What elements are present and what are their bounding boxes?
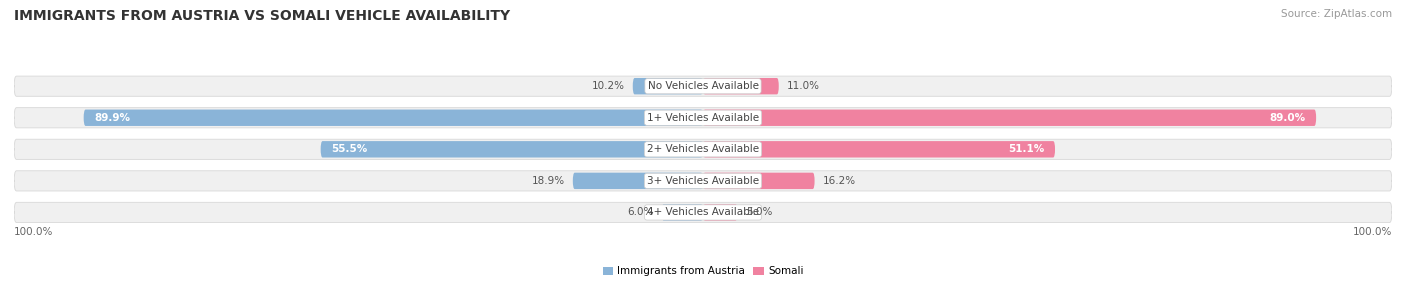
- FancyBboxPatch shape: [633, 78, 703, 94]
- FancyBboxPatch shape: [662, 204, 703, 221]
- Text: 3+ Vehicles Available: 3+ Vehicles Available: [647, 176, 759, 186]
- Text: 100.0%: 100.0%: [1353, 227, 1392, 237]
- FancyBboxPatch shape: [703, 204, 738, 221]
- FancyBboxPatch shape: [703, 141, 1054, 158]
- Text: 10.2%: 10.2%: [592, 81, 624, 91]
- Text: 2+ Vehicles Available: 2+ Vehicles Available: [647, 144, 759, 154]
- FancyBboxPatch shape: [14, 202, 1392, 223]
- Text: 16.2%: 16.2%: [823, 176, 856, 186]
- Text: IMMIGRANTS FROM AUSTRIA VS SOMALI VEHICLE AVAILABILITY: IMMIGRANTS FROM AUSTRIA VS SOMALI VEHICL…: [14, 9, 510, 23]
- Text: Source: ZipAtlas.com: Source: ZipAtlas.com: [1281, 9, 1392, 19]
- FancyBboxPatch shape: [14, 139, 1392, 159]
- FancyBboxPatch shape: [703, 78, 779, 94]
- Text: 11.0%: 11.0%: [787, 81, 820, 91]
- FancyBboxPatch shape: [703, 110, 1316, 126]
- Text: 18.9%: 18.9%: [531, 176, 565, 186]
- FancyBboxPatch shape: [14, 108, 1392, 128]
- FancyBboxPatch shape: [321, 141, 703, 158]
- FancyBboxPatch shape: [14, 171, 1392, 191]
- FancyBboxPatch shape: [83, 110, 703, 126]
- Text: 6.0%: 6.0%: [627, 207, 654, 217]
- Text: 89.0%: 89.0%: [1270, 113, 1306, 123]
- Text: 100.0%: 100.0%: [14, 227, 53, 237]
- Text: 89.9%: 89.9%: [94, 113, 129, 123]
- Text: 55.5%: 55.5%: [330, 144, 367, 154]
- Text: 51.1%: 51.1%: [1008, 144, 1045, 154]
- Legend: Immigrants from Austria, Somali: Immigrants from Austria, Somali: [599, 262, 807, 281]
- Text: 5.0%: 5.0%: [745, 207, 772, 217]
- Text: 4+ Vehicles Available: 4+ Vehicles Available: [647, 207, 759, 217]
- Text: 1+ Vehicles Available: 1+ Vehicles Available: [647, 113, 759, 123]
- FancyBboxPatch shape: [703, 173, 814, 189]
- FancyBboxPatch shape: [14, 76, 1392, 96]
- Text: No Vehicles Available: No Vehicles Available: [648, 81, 758, 91]
- FancyBboxPatch shape: [572, 173, 703, 189]
